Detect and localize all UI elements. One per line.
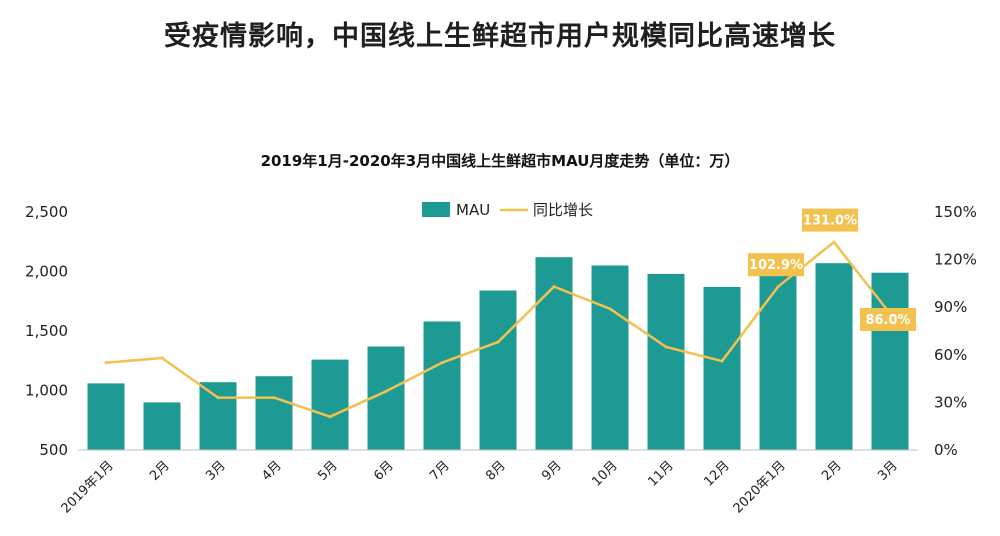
growth-point-8 xyxy=(552,285,556,289)
x-tick-label: 2月 xyxy=(147,458,173,484)
growth-point-13 xyxy=(832,240,836,244)
y-left-tick-label: 1,500 xyxy=(25,322,68,340)
x-tick-label: 12月 xyxy=(701,458,732,489)
callout-label: 102.9% xyxy=(749,258,803,273)
x-tick-label: 6月 xyxy=(371,458,397,484)
x-tick-label: 7月 xyxy=(427,458,453,484)
y-left-tick-label: 2,000 xyxy=(25,263,68,281)
growth-point-12 xyxy=(776,285,780,289)
x-tick-label: 11月 xyxy=(645,458,676,489)
y-right-tick-label: 0% xyxy=(934,441,958,459)
callout-label: 131.0% xyxy=(803,214,857,229)
y-right-tick-label: 150% xyxy=(934,203,977,221)
growth-point-10 xyxy=(664,345,668,349)
x-tick-label: 3月 xyxy=(203,458,229,484)
page-title: 受疫情影响，中国线上生鲜超市用户规模同比高速增长 xyxy=(164,21,836,52)
y-left-tick-label: 500 xyxy=(39,441,68,459)
y-right-tick-label: 60% xyxy=(934,346,967,364)
callout-box xyxy=(748,253,804,277)
mau-bar-14 xyxy=(871,272,909,450)
mau-bar-4 xyxy=(311,359,349,450)
growth-point-6 xyxy=(440,361,444,365)
growth-point-3 xyxy=(272,396,276,400)
legend-mau-label: MAU xyxy=(456,201,490,219)
x-tick-label: 2019年1月 xyxy=(59,458,117,516)
mau-bar-9 xyxy=(591,265,629,450)
growth-point-4 xyxy=(328,415,332,419)
mau-bar-0 xyxy=(87,383,125,450)
growth-point-1 xyxy=(160,356,164,360)
y-right-tick-label: 30% xyxy=(934,393,967,411)
chart-title: 2019年1月-2020年3月中国线上生鲜超市MAU月度走势（单位：万） xyxy=(260,152,740,170)
mau-bar-10 xyxy=(647,273,685,450)
mau-bar-13 xyxy=(815,263,853,450)
y-right-tick-label: 90% xyxy=(934,298,967,316)
mau-bar-6 xyxy=(423,321,461,450)
growth-point-11 xyxy=(720,359,724,363)
callout-label: 86.0% xyxy=(865,313,910,328)
mau-bar-2 xyxy=(199,382,237,450)
callout-box xyxy=(802,208,858,232)
x-tick-label: 3月 xyxy=(875,458,901,484)
mau-bar-3 xyxy=(255,376,293,450)
y-left-tick-label: 1,000 xyxy=(25,382,68,400)
legend-growth-label: 同比增长 xyxy=(533,201,593,219)
x-tick-label: 2020年1月 xyxy=(731,458,789,516)
growth-point-7 xyxy=(496,340,500,344)
x-tick-label: 4月 xyxy=(259,458,285,484)
x-tick-label: 2月 xyxy=(819,458,845,484)
growth-point-2 xyxy=(216,396,220,400)
growth-point-5 xyxy=(384,389,388,393)
x-tick-label: 5月 xyxy=(315,458,341,484)
mau-bar-11 xyxy=(703,287,741,450)
growth-point-0 xyxy=(104,361,108,365)
legend-mau-swatch xyxy=(422,202,450,217)
mau-bar-7 xyxy=(479,290,517,450)
mau-bar-1 xyxy=(143,402,181,450)
mau-bar-12 xyxy=(759,254,797,450)
x-tick-label: 8月 xyxy=(483,458,509,484)
x-tick-label: 9月 xyxy=(539,458,565,484)
growth-point-9 xyxy=(608,307,612,311)
x-tick-label: 10月 xyxy=(589,458,620,489)
callout-box xyxy=(860,308,916,331)
y-left-tick-label: 2,500 xyxy=(25,203,68,221)
y-right-tick-label: 120% xyxy=(934,251,977,269)
mau-bar-8 xyxy=(535,257,573,450)
